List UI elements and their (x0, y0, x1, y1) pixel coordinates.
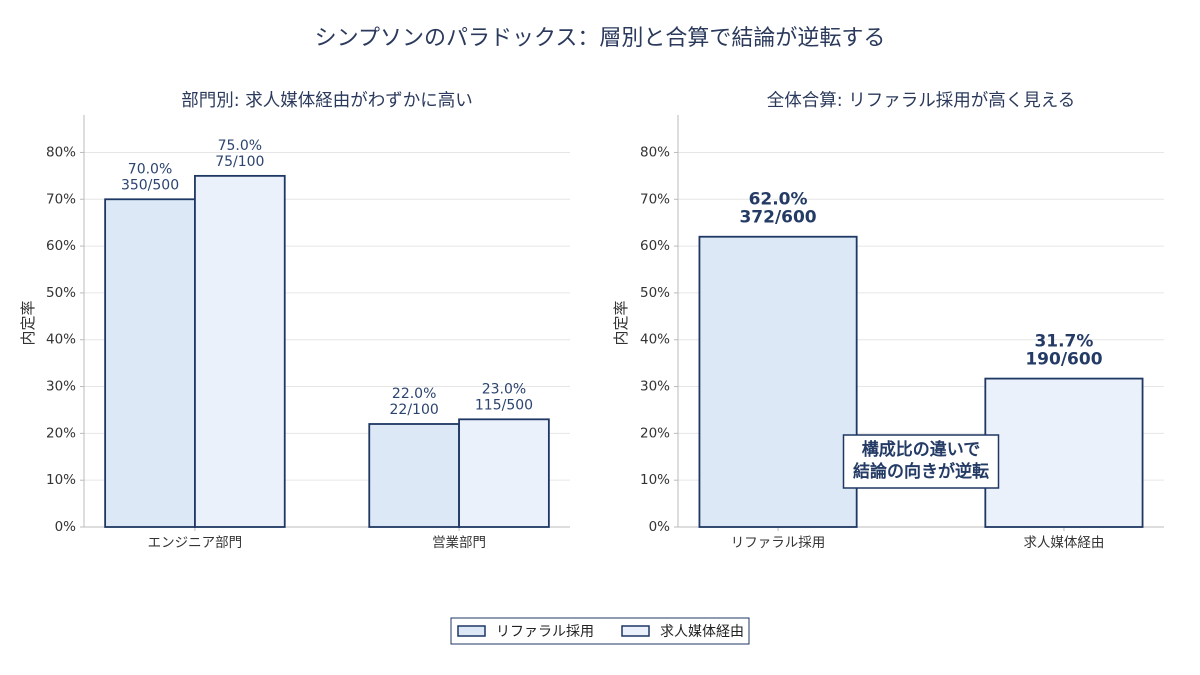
bar-referral-sales (368, 423, 460, 528)
legend-frame (450, 617, 750, 645)
axes-right-bars (698, 235, 1144, 528)
legend: リファラル採用 求人媒体経由 (450, 617, 750, 645)
bar-total-job-board (984, 377, 1144, 528)
y-tick-label: 20% (640, 425, 670, 441)
y-tick-label: 60% (640, 238, 670, 254)
x-tick-label-sales: 営業部門 (432, 535, 486, 551)
y-tick-label: 0% (649, 519, 671, 535)
bar-value-label-job-board-engineering: 75.0% (218, 138, 262, 154)
bar-count-label-referral-engineering: 350/500 (121, 177, 179, 193)
legend-swatch-referral (457, 625, 486, 637)
y-axis-label-left: 内定率 (19, 300, 37, 345)
x-tick-label-referral: リファラル採用 (731, 535, 826, 551)
bar-count-label-referral-sales: 22/100 (390, 402, 439, 418)
subplot-title-aggregated: 全体合算: リファラル採用が高く見える (767, 91, 1075, 111)
x-tick-label-engineering: エンジニア部門 (148, 535, 243, 551)
bar-job-board-sales (458, 418, 550, 528)
y-tick-label: 30% (640, 379, 670, 395)
axes-left-labels: 0% 10% 20% 30% 40% 50% 60% 70% 80% エンジニア部門 営業部門 70.… (46, 138, 533, 551)
y-tick-label: 80% (46, 144, 76, 160)
bar-count-label-total-job-board: 190/600 (1025, 350, 1102, 370)
bar-value-label-job-board-sales: 23.0% (482, 381, 526, 397)
annotation-line: 結論の向きが逆転 (853, 461, 989, 482)
bar-value-label-total-referral: 62.0% (749, 190, 808, 210)
x-tick-label-job-board: 求人媒体経由 (1023, 535, 1104, 551)
y-tick-label: 0% (55, 519, 77, 535)
axes-left-bars (104, 174, 550, 528)
bar-count-label-total-referral: 372/600 (739, 208, 816, 228)
bar-total-referral (698, 235, 858, 528)
annotation-box (842, 434, 1000, 489)
bar-job-board-engineering (194, 174, 286, 528)
y-tick-label: 50% (640, 285, 670, 301)
y-tick-label: 10% (46, 472, 76, 488)
subplot-title-by-department: 部門別: 求人媒体経由がわずかに高い (181, 91, 472, 111)
bar-value-label-total-job-board: 31.7% (1034, 332, 1093, 352)
bar-count-label-job-board-sales: 115/500 (475, 397, 533, 413)
bar-count-label-job-board-engineering: 75/100 (215, 154, 264, 170)
legend-swatch-job-board (621, 625, 650, 637)
y-tick-label: 80% (640, 144, 670, 160)
axes-left: 0% 10% 20% 30% 40% 50% 60% 70% 80% エンジニア部門 営業部門 70.… (19, 91, 570, 551)
y-tick-label: 60% (46, 238, 76, 254)
bar-referral-engineering (104, 198, 196, 528)
axes-right-labels: 0% 10% 20% 30% 40% 50% 60% 70% 80% リファラル採用 求人媒体経由 6… (640, 144, 1104, 551)
y-tick-label: 20% (46, 425, 76, 441)
y-tick-label: 70% (640, 191, 670, 207)
y-tick-label: 70% (46, 191, 76, 207)
y-tick-label: 10% (640, 472, 670, 488)
bar-value-label-referral-engineering: 70.0% (128, 161, 172, 177)
y-tick-label: 50% (46, 285, 76, 301)
y-tick-label: 30% (46, 379, 76, 395)
legend-label-job-board: 求人媒体経由 (660, 624, 744, 640)
figure-title: シンプソンのパラドックス：層別と合算で結論が逆転する (315, 26, 886, 51)
y-tick-label: 40% (46, 332, 76, 348)
axes-right: 0% 10% 20% 30% 40% 50% 60% 70% 80% リファラル採用 求人媒体経由 6… (612, 91, 1164, 551)
y-axis-label-right: 内定率 (612, 300, 630, 345)
y-tick-label: 40% (640, 332, 670, 348)
bar-value-label-referral-sales: 22.0% (392, 386, 436, 402)
annotation-line: 構成比の違いで (862, 439, 981, 460)
legend-label-referral: リファラル採用 (496, 624, 594, 640)
